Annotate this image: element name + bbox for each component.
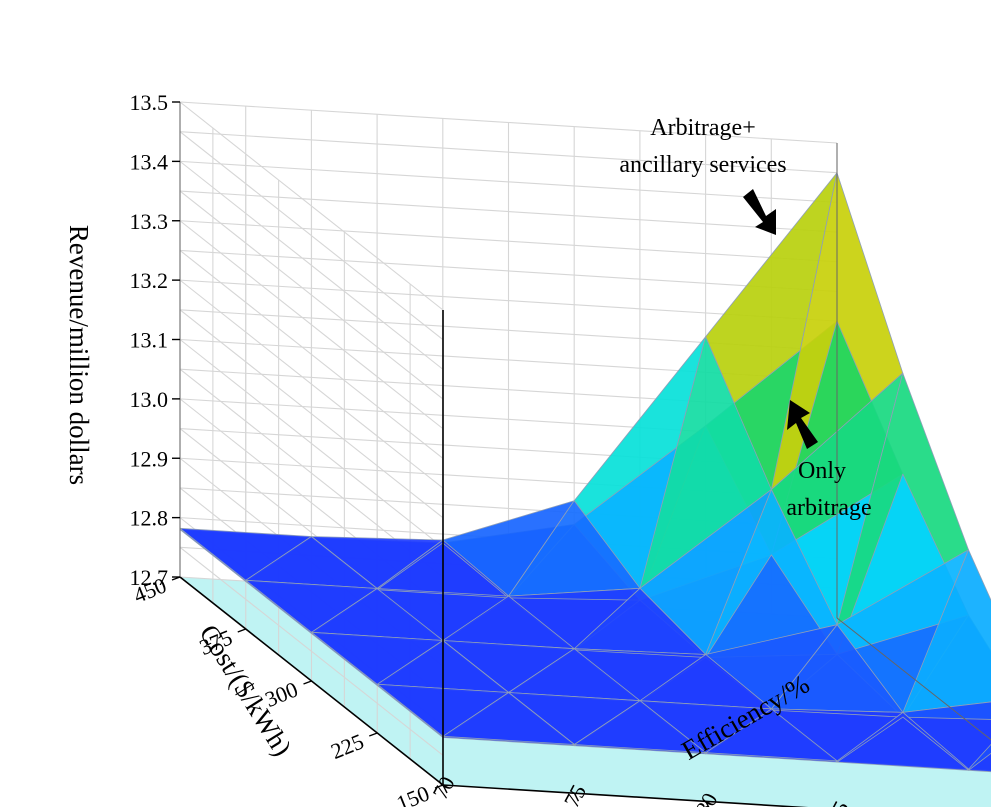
arrow-down-icon: [743, 189, 776, 235]
annotation-arbitrage-ancillary: Arbitrage+ ancillary services: [619, 115, 787, 235]
annotation-label-line: Arbitrage+: [650, 115, 756, 141]
annotation-only-arbitrage: Only arbitrage: [786, 400, 872, 521]
annotation-label-line: ancillary services: [619, 152, 786, 178]
z-tick-label: 13.1: [130, 328, 169, 353]
z-tick-label: 13.3: [130, 209, 169, 234]
arrow-up-icon: [787, 400, 818, 449]
tick-mark: [442, 784, 448, 794]
tick-mark: [237, 628, 246, 633]
efficiency-axis-line: [442, 784, 809, 807]
cost-tick-label: 225: [327, 728, 367, 764]
efficiency-tick-label: 85: [822, 797, 854, 807]
back-edge: [836, 617, 991, 741]
z-tick-label: 13.5: [130, 90, 169, 115]
cost-tick-label: 150: [393, 780, 433, 807]
tick-mark: [171, 576, 181, 581]
surface-facet: [968, 752, 991, 773]
surface-facet: [442, 692, 575, 745]
z-tick-label: 13.4: [130, 149, 169, 174]
tick-mark: [369, 732, 378, 737]
tick-mark: [434, 784, 444, 789]
surface-facet: [836, 716, 969, 771]
annotation-label-line: arbitrage: [786, 495, 871, 521]
z-axis-title: Revenue/million dollars: [64, 225, 94, 485]
tick-mark: [303, 680, 312, 685]
tick-mark: [705, 801, 710, 807]
surface-facet: [705, 708, 838, 762]
z-tick-label: 12.9: [130, 446, 169, 471]
surface-layer: [179, 172, 991, 773]
tick-mark: [573, 792, 580, 802]
z-tick-label: 12.7: [130, 565, 169, 590]
annotation-label-line: Only: [798, 458, 846, 484]
z-tick-label: 13.2: [130, 268, 169, 293]
surface-facet: [574, 700, 707, 754]
z-tick-label: 12.8: [130, 506, 169, 531]
z-tick-label: 13.0: [130, 387, 169, 412]
